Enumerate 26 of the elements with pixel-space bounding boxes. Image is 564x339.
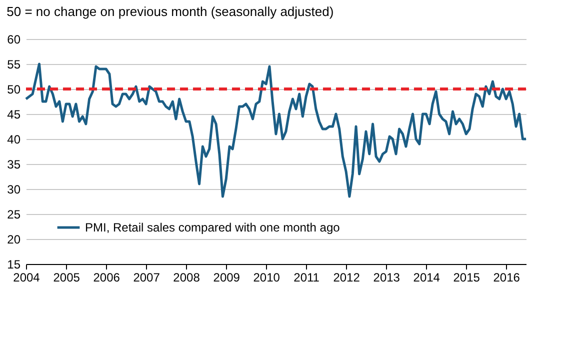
y-tick-label: 50 [7, 82, 21, 96]
x-tick-label: 2005 [53, 270, 80, 284]
y-tick-label: 20 [7, 232, 21, 246]
y-tick-label: 30 [7, 182, 21, 196]
x-tick-label: 2014 [413, 270, 440, 284]
y-tick-label: 60 [7, 32, 21, 46]
x-tick-label: 2011 [294, 270, 320, 284]
x-tick-label: 2010 [253, 270, 280, 284]
y-tick-label: 15 [7, 258, 21, 272]
x-tick-label: 2015 [453, 270, 480, 284]
chart-title: 50 = no change on previous month (seasonally adjusted) [6, 4, 334, 19]
y-tick-label: 55 [7, 58, 21, 72]
x-tick-label: 2012 [333, 270, 360, 284]
line-series [24, 62, 528, 198]
y-tick-label: 40 [7, 132, 21, 146]
x-tick-label: 2004 [13, 270, 40, 284]
y-tick-label: 35 [7, 158, 21, 172]
y-tick-label: 25 [7, 208, 21, 222]
x-tick-label: 2008 [173, 270, 200, 284]
y-tick-label: 45 [7, 108, 21, 122]
x-tick-label: 2009 [213, 270, 240, 284]
x-tick-label: 2006 [93, 270, 120, 284]
x-tick-label: 2013 [373, 270, 400, 284]
x-tick-label: 2016 [493, 270, 520, 284]
x-tick-label: 2007 [133, 270, 160, 284]
legend-label: PMI, Retail sales compared with one month ago [85, 220, 340, 234]
